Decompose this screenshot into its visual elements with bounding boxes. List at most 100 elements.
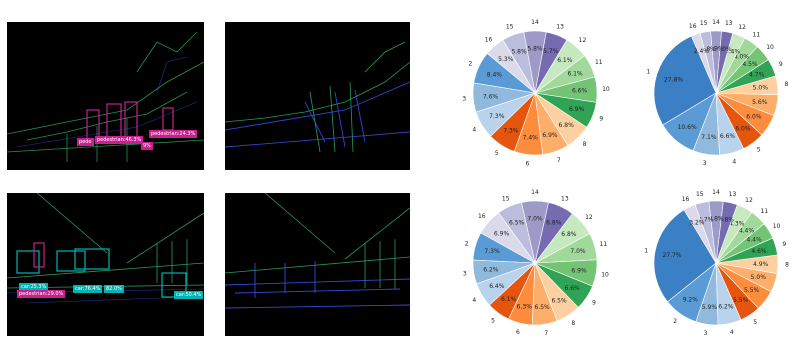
pie-percent-label: 6.6% — [720, 133, 736, 140]
pie-category-label: 16 — [682, 196, 690, 203]
pie-category-label: 9 — [592, 299, 596, 306]
pie-category-label: 3 — [704, 330, 708, 337]
pie-category-label: 16 — [689, 23, 697, 30]
pie-category-label: 4 — [730, 329, 734, 336]
pie-percent-label: 6.0% — [746, 114, 762, 121]
pie-category-label: 11 — [595, 59, 603, 66]
pie-category-label: 3 — [462, 95, 466, 102]
pie-percent-label: 9.2% — [683, 297, 699, 304]
pie-percent-label: 2.9% — [708, 45, 724, 52]
pie-percent-label: 3.7% — [698, 217, 714, 224]
pie-percent-label: 4.4% — [739, 227, 755, 234]
pie-category-label: 14 — [531, 189, 539, 196]
pie-percent-label: 6.1% — [501, 296, 517, 303]
event-image-2-texture — [225, 41, 410, 153]
pie-percent-label: 5.3% — [498, 56, 514, 63]
pie-percent-label: 6.6% — [572, 87, 588, 94]
pie-percent-label: 5.7% — [543, 48, 559, 55]
pie-chart-4: 27.7% 1 9.2% 2 5.9% 3 6.2% 4 5.5% 5 5.5% 5.0% 4.9% 8 4… — [630, 177, 806, 347]
pie-chart-2-svg: 27.8% 1 10.6% 7.1% 3 6.6% 4 6.0% 5 6.0% 5.6% 5.0% 8 4… — [646, 19, 789, 167]
pie-percent-label: 7.3% — [484, 248, 500, 255]
pie-percent-label: 5.8% — [511, 48, 527, 55]
detection-label: car:25.3% — [19, 283, 49, 291]
pie-category-label: 2 — [673, 318, 677, 325]
pie-percent-label: 5.8% — [527, 45, 543, 52]
pie-percent-label: 8.4% — [487, 72, 503, 79]
detection-label: pedestrian:29.0% — [17, 290, 66, 298]
pie-chart-3: 7.3% 2 6.2% 3 6.4% 4 6.1% 5 6.3% 6 6.5% 7 6.5% 8 6.6% 9… — [450, 177, 620, 347]
event-image-3: car:25.3% pedestrian:29.0% car:76.4% 82.… — [7, 193, 204, 336]
pie-category-label: 13 — [561, 196, 569, 203]
pie-category-label: 3 — [703, 160, 707, 167]
pie-category-label: 9 — [779, 61, 783, 68]
pie-category-label: 7 — [557, 157, 561, 164]
pie-percent-label: 4.6% — [751, 248, 767, 255]
pie-percent-label: 6.8% — [561, 231, 577, 238]
pie-percent-label: 6.9% — [542, 132, 558, 139]
pie-percent-label: 6.9% — [571, 267, 587, 274]
pie-category-label: 15 — [502, 195, 510, 202]
pie-percent-label: 6.9% — [494, 230, 510, 237]
pie-percent-label: 5.0% — [751, 274, 767, 281]
pie-percent-label: 7.1% — [701, 134, 717, 141]
pie-percent-label: 5.5% — [744, 287, 760, 294]
pie-category-label: 11 — [761, 208, 769, 215]
pie-percent-label: 6.0% — [735, 126, 751, 133]
pie-slice-1 — [653, 209, 717, 303]
pie-slice-1 — [653, 35, 717, 126]
detection-label: pedestrian:46.3% — [95, 136, 144, 144]
pie-percent-label: 6.3% — [517, 303, 533, 310]
pie-chart-1: 8.4% 2 7.6% 3 7.3% 4 7.3% 5 7.4% 6 6.9% 7 6.8% 8 6.9% 9… — [450, 5, 620, 175]
pie-percent-label: 6.5% — [535, 304, 551, 311]
pie-category-label: 6 — [526, 161, 530, 168]
pie-percent-label: 6.9% — [569, 106, 585, 113]
pie-percent-label: 6.8% — [546, 220, 562, 227]
pie-category-label: 14 — [712, 19, 720, 26]
event-image-4 — [225, 193, 410, 336]
pie-percent-label: 4.3% — [729, 220, 745, 227]
pie-percent-label: 6.5% — [551, 298, 567, 305]
detection-label: 82.0% — [104, 285, 124, 293]
detection-label: pedestrian:24.3% — [149, 130, 198, 138]
pie-category-label: 8 — [785, 81, 789, 88]
pie-slice-16 — [683, 204, 717, 264]
pie-percent-label: 2.4% — [694, 48, 710, 55]
pie-category-label: 7 — [544, 330, 548, 337]
pie-slice-16 — [691, 32, 717, 94]
pie-percent-label: 5.0% — [753, 84, 769, 91]
pie-percent-label: 6.5% — [509, 219, 525, 226]
pie-chart-4-svg: 27.7% 1 9.2% 2 5.9% 3 6.2% 4 5.5% 5 5.5% 5.0% 4.9% 8 4… — [644, 189, 789, 337]
pie-percent-label: 3.8% — [708, 215, 724, 222]
pie-category-label: 15 — [696, 191, 704, 198]
pie-percent-label: 3.0% — [716, 46, 732, 53]
pie-category-label: 16 — [478, 213, 486, 220]
event-image-2 — [225, 22, 410, 170]
pie-percent-label: 4.7% — [749, 72, 765, 79]
pie-percent-label: 5.5% — [733, 297, 749, 304]
pie-category-label: 5 — [495, 150, 499, 157]
pie-slice-16 — [480, 212, 536, 264]
pie-category-label: 5 — [753, 319, 757, 326]
pie-category-label: 16 — [485, 36, 493, 43]
event-image-3-texture — [7, 193, 204, 304]
pie-chart-1-svg: 8.4% 2 7.6% 3 7.3% 4 7.3% 5 7.4% 6 6.9% 7 6.8% 8 6.9% 9… — [462, 19, 610, 168]
detection-label: pede — [77, 138, 94, 146]
pie-percent-label: 6.1% — [567, 70, 583, 77]
pie-percent-label: 27.8% — [664, 76, 683, 83]
pie-percent-label: 3.2% — [689, 220, 705, 227]
pie-category-label: 5 — [757, 147, 761, 154]
pie-category-label: 12 — [579, 37, 587, 44]
pie-category-label: 1 — [644, 248, 648, 255]
pie-category-label: 11 — [753, 32, 761, 39]
pie-category-label: 5 — [491, 317, 495, 324]
pie-percent-label: 6.2% — [718, 304, 734, 311]
pie-percent-label: 6.6% — [565, 285, 581, 292]
pie-category-label: 15 — [700, 20, 708, 27]
pie-category-label: 4 — [472, 297, 476, 304]
pie-percent-label: 6.4% — [489, 283, 505, 290]
pie-category-label: 13 — [729, 191, 737, 198]
pie-percent-label: 3.4% — [725, 49, 741, 56]
pie-category-label: 2 — [468, 61, 472, 68]
pie-percent-label: 6.1% — [557, 57, 573, 64]
pie-category-label: 3 — [463, 270, 467, 277]
